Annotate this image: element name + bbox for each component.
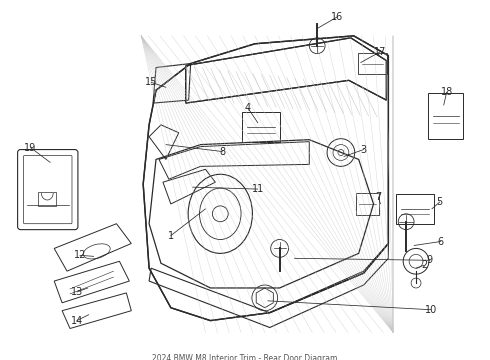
Text: 10: 10 — [425, 305, 437, 315]
Text: 12: 12 — [74, 250, 86, 260]
Text: 3: 3 — [361, 145, 367, 154]
Bar — [38, 192, 56, 206]
Text: 2024 BMW M8 Interior Trim - Rear Door Diagram: 2024 BMW M8 Interior Trim - Rear Door Di… — [152, 354, 338, 360]
Text: 19: 19 — [24, 143, 37, 153]
Text: 16: 16 — [331, 12, 343, 22]
Text: 7: 7 — [375, 192, 382, 202]
Text: 2: 2 — [421, 260, 427, 270]
Text: 11: 11 — [252, 184, 264, 194]
Text: 1: 1 — [168, 230, 174, 240]
Text: 14: 14 — [71, 316, 83, 325]
Text: 6: 6 — [438, 237, 444, 247]
Text: 8: 8 — [219, 147, 225, 157]
Text: 17: 17 — [374, 47, 387, 57]
Text: 5: 5 — [437, 197, 443, 207]
Text: 15: 15 — [145, 77, 157, 87]
Text: 13: 13 — [71, 287, 83, 297]
Text: 9: 9 — [427, 255, 433, 265]
Text: 18: 18 — [441, 87, 453, 97]
Text: 4: 4 — [245, 103, 251, 113]
